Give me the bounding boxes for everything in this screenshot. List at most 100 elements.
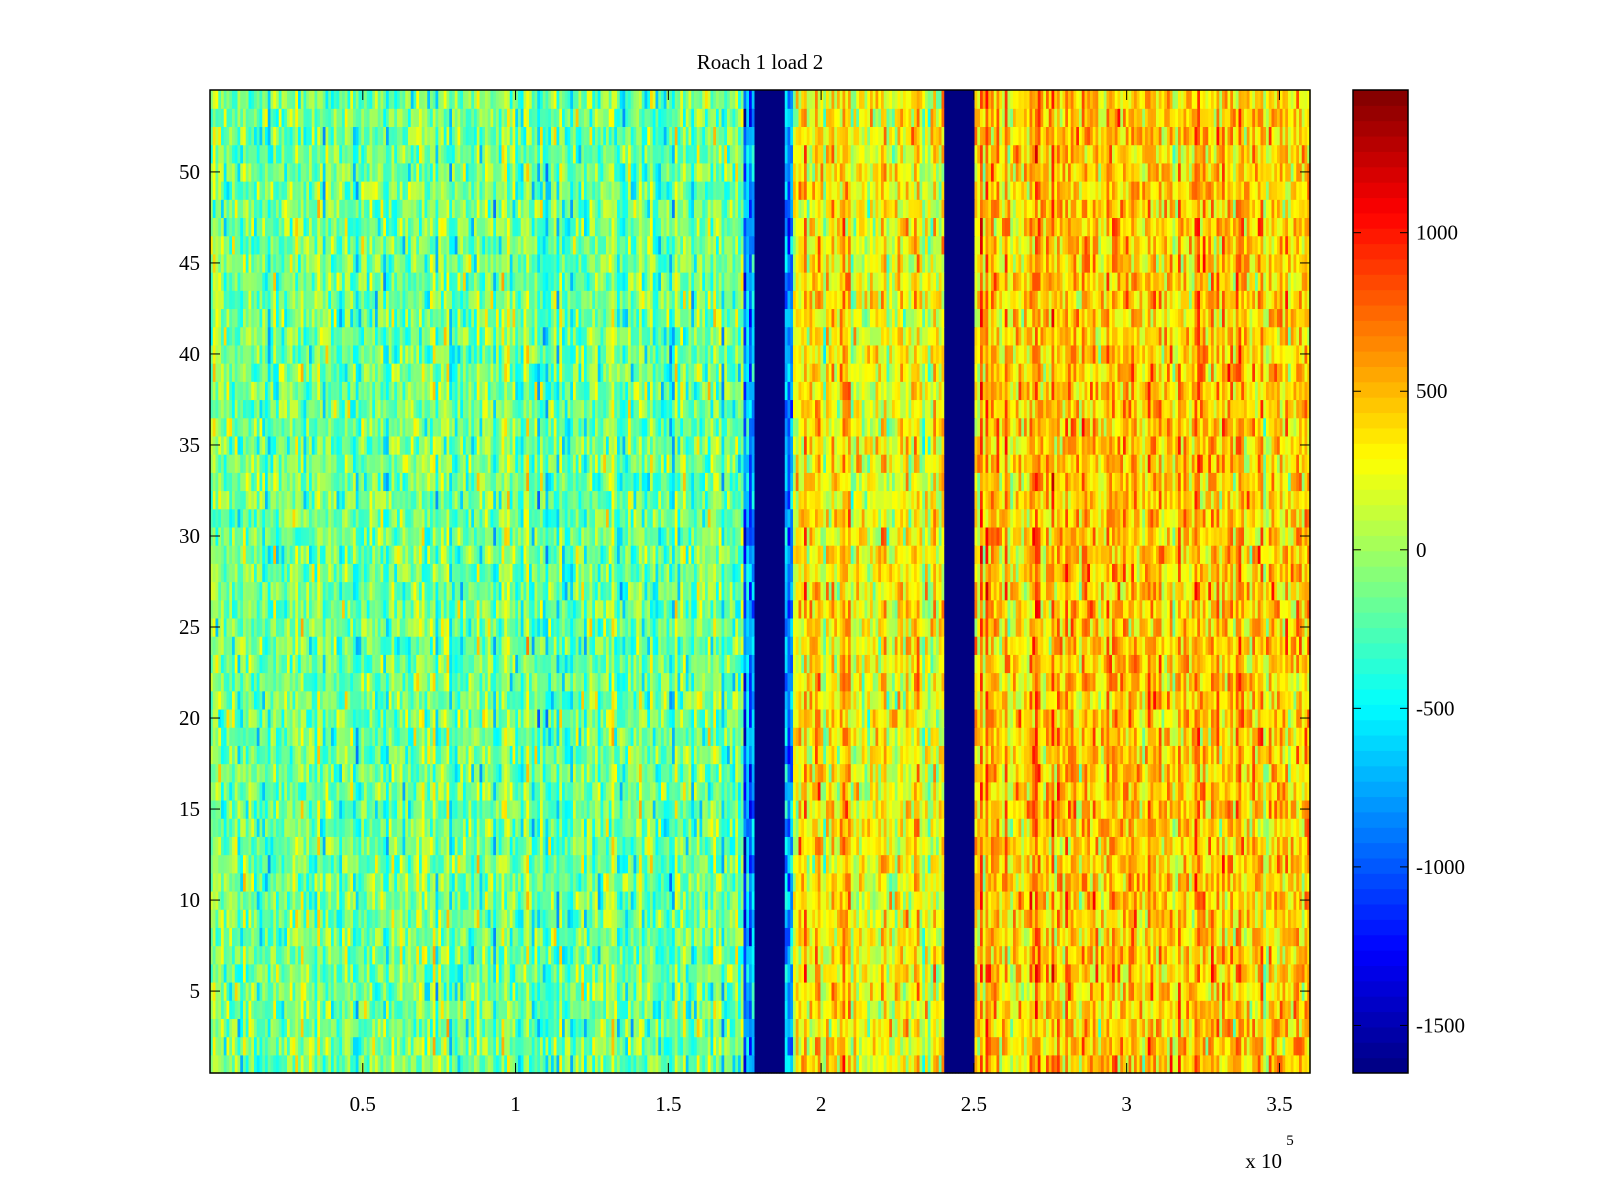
heatmap-cell: [369, 890, 373, 910]
heatmap-cell: [809, 909, 813, 928]
heatmap-cell: [1002, 1000, 1006, 1019]
heatmap-cell: [1233, 981, 1237, 1001]
heatmap-cell: [446, 872, 450, 892]
heatmap-cell: [1271, 981, 1275, 1001]
heatmap-cell: [1222, 927, 1226, 947]
heatmap-cell: [1186, 1036, 1190, 1056]
heatmap-cell: [245, 1018, 250, 1038]
heatmap-cell: [685, 1018, 690, 1038]
heatmap-cell: [760, 981, 764, 1001]
heatmap-cell: [806, 1036, 811, 1056]
heatmap-cell: [584, 872, 588, 892]
heatmap-cell: [859, 945, 863, 965]
heatmap-cell: [1260, 981, 1264, 1001]
heatmap-cell: [1252, 1036, 1256, 1056]
heatmap-cell: [1183, 1036, 1187, 1056]
heatmap-cell: [710, 981, 714, 1001]
heatmap-cell: [911, 1000, 915, 1019]
heatmap-cell: [408, 1054, 412, 1074]
heatmap-cell: [1098, 963, 1102, 983]
heatmap-cell: [647, 981, 651, 1001]
heatmap-cell: [562, 1018, 566, 1038]
heatmap-cell: [424, 945, 428, 965]
heatmap-cell: [619, 945, 624, 965]
heatmap-cell: [364, 872, 368, 892]
heatmap-cell: [314, 927, 318, 947]
heatmap-cell: [938, 927, 943, 947]
heatmap-cell: [754, 1054, 758, 1074]
heatmap-cell: [985, 1000, 989, 1019]
heatmap-cell: [507, 927, 511, 947]
heatmap-cell: [771, 1036, 775, 1056]
heatmap-cell: [1103, 945, 1108, 965]
heatmap-cell: [331, 890, 335, 910]
heatmap-cell: [707, 1054, 712, 1074]
heatmap-cell: [1288, 1018, 1292, 1038]
heatmap-cell: [573, 981, 577, 1001]
heatmap-cell: [234, 981, 239, 1001]
heatmap-cell: [1175, 1000, 1179, 1019]
heatmap-cell: [251, 890, 255, 910]
heatmap-cell: [817, 1036, 822, 1056]
heatmap-cell: [1040, 981, 1044, 1001]
heatmap-cell: [683, 1018, 687, 1038]
heatmap-cell: [806, 981, 811, 1001]
heatmap-cell: [1194, 1000, 1198, 1019]
heatmap-cell: [540, 909, 544, 928]
heatmap-cell: [468, 1054, 472, 1074]
heatmap-cell: [768, 927, 772, 947]
heatmap-cell: [1301, 927, 1306, 947]
heatmap-cell: [1065, 981, 1069, 1001]
heatmap-cell: [930, 1054, 934, 1074]
heatmap-cell: [947, 945, 951, 965]
heatmap-cell: [548, 1036, 552, 1056]
heatmap-cell: [1213, 1036, 1218, 1056]
heatmap-cell: [416, 890, 420, 910]
heatmap-cell: [1172, 981, 1176, 1001]
heatmap-cell: [276, 1000, 280, 1019]
heatmap-cell: [1290, 1018, 1295, 1038]
heatmap-cell: [916, 1000, 921, 1019]
heatmap-cell: [798, 909, 802, 928]
heatmap-cell: [619, 927, 624, 947]
heatmap-cell: [1216, 1054, 1220, 1074]
heatmap-cell: [1293, 1036, 1297, 1056]
heatmap-cell: [713, 890, 717, 910]
heatmap-cell: [251, 1000, 255, 1019]
heatmap-cell: [639, 1036, 643, 1056]
heatmap-cell: [881, 1054, 885, 1074]
heatmap-cell: [454, 1000, 459, 1019]
heatmap-cell: [1178, 945, 1182, 965]
heatmap-cell: [575, 890, 580, 910]
heatmap-cell: [729, 981, 734, 1001]
heatmap-cell: [911, 927, 915, 947]
heatmap-cell: [823, 963, 827, 983]
heatmap-cell: [919, 890, 923, 910]
heatmap-cell: [1279, 945, 1284, 965]
heatmap-cell: [1004, 890, 1009, 910]
heatmap-cell: [1205, 1000, 1209, 1019]
heatmap-cell: [518, 890, 522, 910]
heatmap-cell: [375, 909, 379, 928]
heatmap-cell: [680, 927, 684, 947]
heatmap-cell: [262, 1018, 266, 1038]
heatmap-cell: [1059, 1000, 1064, 1019]
heatmap-cell: [958, 981, 962, 1001]
heatmap-cell: [1307, 1018, 1311, 1038]
heatmap-cell: [936, 1000, 940, 1019]
heatmap-cell: [790, 1036, 794, 1056]
heatmap-cell: [1037, 927, 1042, 947]
heatmap-cell: [916, 1036, 921, 1056]
heatmap-cell: [413, 927, 417, 947]
heatmap-cell: [311, 1000, 316, 1019]
heatmap-cell: [1051, 963, 1055, 983]
heatmap-cell: [1167, 1018, 1171, 1038]
heatmap-cell: [1235, 945, 1240, 965]
heatmap-cell: [958, 1018, 962, 1038]
heatmap-cell: [639, 1054, 643, 1074]
heatmap-cell: [1268, 1000, 1273, 1019]
heatmap-cell: [974, 1000, 978, 1019]
heatmap-cell: [952, 1036, 956, 1056]
heatmap-cell: [570, 890, 574, 910]
heatmap-cell: [661, 909, 665, 928]
